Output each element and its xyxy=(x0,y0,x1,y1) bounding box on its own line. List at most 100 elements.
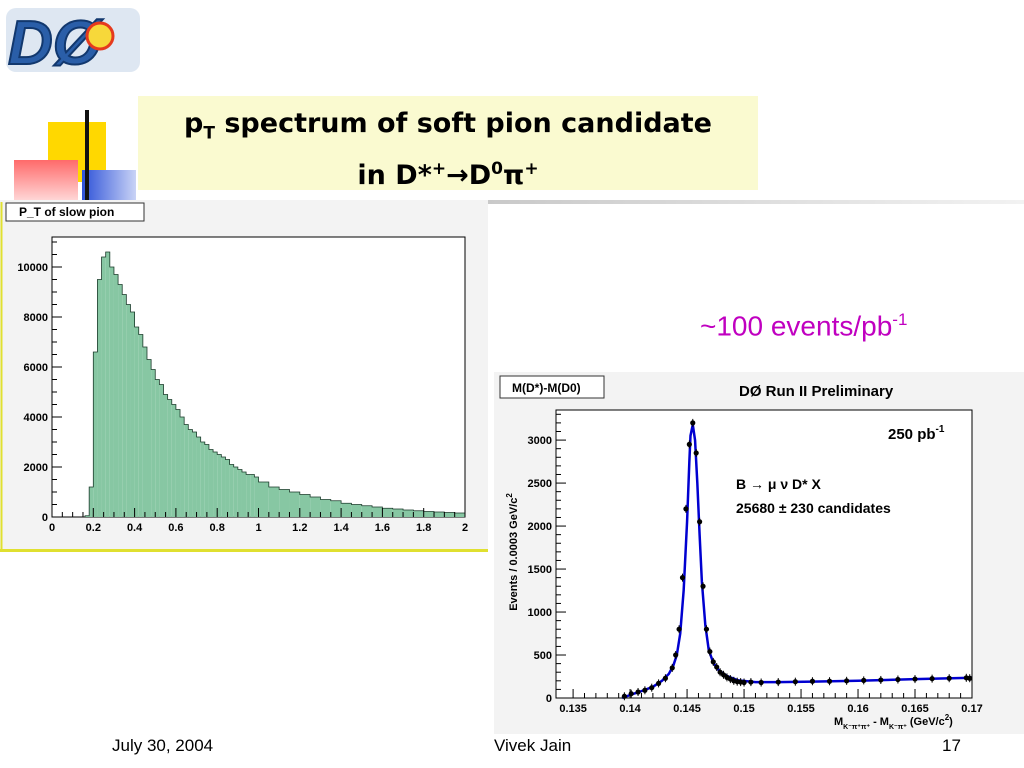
hist-bar xyxy=(233,467,238,517)
hist-outline xyxy=(84,251,466,517)
hist-bar xyxy=(423,511,435,517)
annotation-text: ~100 events/pb xyxy=(700,310,893,342)
data-point xyxy=(861,677,867,683)
hist-y-tick-label: 2000 xyxy=(24,462,48,474)
hist-bar xyxy=(101,257,106,517)
mass-x-tick-label: 0.165 xyxy=(901,703,929,715)
xlabel-close: ) xyxy=(949,716,953,728)
hist-axes: 0 0.2 0.4 0.6 0.8 1 1.2 1.4 1.6 1.8 2 0 2000 4000 6000… xyxy=(17,241,468,534)
hist-bar xyxy=(454,513,465,517)
xlabel-units: (GeV/c xyxy=(907,716,945,728)
data-point xyxy=(714,664,720,670)
mass-frame xyxy=(555,409,973,699)
hist-bar xyxy=(221,457,226,517)
hist-bar xyxy=(167,399,172,517)
hist-bar xyxy=(250,474,255,517)
logo-star-icon xyxy=(85,21,115,51)
hist-bar xyxy=(155,379,160,517)
hist-bar xyxy=(254,477,259,517)
data-point xyxy=(895,676,901,683)
hist-bar xyxy=(113,274,119,517)
hist-bar xyxy=(444,512,455,517)
hist-bar xyxy=(268,487,280,517)
hist-bar xyxy=(246,474,251,517)
mass-x-tick-label: 0.14 xyxy=(619,703,641,715)
data-point xyxy=(700,583,706,589)
hist-bar xyxy=(392,509,404,517)
mass-y-tick-label: 3000 xyxy=(528,435,552,447)
mass-y-tick-label: 2000 xyxy=(528,521,552,533)
header-rule xyxy=(488,200,1024,204)
data-point xyxy=(628,691,634,697)
decor-vertical-line xyxy=(85,110,89,206)
mass-xlabel: MK⁻π⁺π⁺ - MK⁻π⁺ (GeV/c2) xyxy=(834,713,953,731)
hist-bar xyxy=(213,452,218,517)
xlabel-units-sup: 2 xyxy=(945,713,950,722)
hist-y-tick-label: 8000 xyxy=(24,312,48,324)
data-point xyxy=(967,675,973,681)
hist-bar xyxy=(163,394,168,517)
mass-x-tick-label: 0.17 xyxy=(961,703,982,715)
hist-bar xyxy=(105,252,110,517)
hist-bar xyxy=(229,464,234,517)
title-line-1: pT spectrum of soft pion candidate xyxy=(138,106,758,151)
hist-bottom-edge xyxy=(0,549,488,552)
lumi-label: 250 pb-1 xyxy=(888,424,945,443)
xlabel-m1: M xyxy=(834,716,843,728)
hist-bar xyxy=(361,505,373,517)
hist-bar xyxy=(126,304,131,517)
mass-x-tick-label: 0.15 xyxy=(733,703,754,715)
data-point xyxy=(683,506,689,512)
mass-y-tick-label: 1000 xyxy=(528,607,552,619)
hist-x-tick-label: 1.2 xyxy=(292,522,307,534)
data-point xyxy=(844,678,850,684)
hist-bar xyxy=(192,432,197,517)
title-sub-t: T xyxy=(203,123,215,144)
title-pi: π xyxy=(502,160,525,192)
xlabel-sub1: K⁻π⁺π⁺ xyxy=(843,724,870,731)
annotation-sup: -1 xyxy=(892,310,908,329)
events-annotation: ~100 events/pb-1 xyxy=(700,310,907,342)
hist-bar xyxy=(258,482,269,517)
hist-bar xyxy=(93,352,98,517)
lumi-main: 250 pb xyxy=(888,426,936,443)
footer-page-number: 17 xyxy=(942,736,961,755)
title-sup-zero: 0 xyxy=(491,159,503,180)
hist-left-edge xyxy=(0,202,3,552)
hist-bar xyxy=(188,429,193,517)
hist-x-tick-label: 1.4 xyxy=(333,522,349,534)
mass-y-tick-label: 1500 xyxy=(528,564,552,576)
decay-label: B → μ ν D* X xyxy=(736,476,821,492)
mass-x-tick-label: 0.155 xyxy=(787,703,815,715)
hist-bar xyxy=(217,454,222,517)
hist-bar xyxy=(130,312,135,517)
data-point xyxy=(946,675,952,681)
title-box: pT spectrum of soft pion candidate in D*… xyxy=(138,96,758,192)
hist-bar xyxy=(134,327,139,517)
hist-x-tick-label: 0.4 xyxy=(127,522,143,534)
title-sup-plus: + xyxy=(431,159,447,180)
title-p: p xyxy=(184,108,204,139)
data-point xyxy=(669,665,675,671)
hist-bar xyxy=(138,334,143,517)
hist-bar xyxy=(225,459,230,517)
mass-y-tick-label: 2500 xyxy=(528,478,552,490)
data-point xyxy=(809,678,816,684)
mass-axes: 0.135 0.14 0.145 0.15 0.155 0.16 0.165 0.17 0 500… xyxy=(528,413,983,715)
data-point xyxy=(662,675,669,681)
hist-x-tick-label: 0.6 xyxy=(168,522,183,534)
footer-date: July 30, 2004 xyxy=(112,736,214,755)
data-point xyxy=(621,693,627,699)
hist-bar xyxy=(279,489,290,517)
data-point xyxy=(635,689,641,695)
decor-red-square xyxy=(14,160,78,200)
hist-x-tick-label: 0.8 xyxy=(210,522,225,534)
data-point xyxy=(748,679,754,685)
data-point xyxy=(878,677,884,683)
hist-bar xyxy=(200,442,205,517)
hist-y-tick-label: 6000 xyxy=(24,362,48,374)
title-d: D xyxy=(468,160,492,192)
hist-bars xyxy=(84,251,466,517)
hist-bar xyxy=(175,409,181,517)
hist-bar xyxy=(180,417,185,517)
